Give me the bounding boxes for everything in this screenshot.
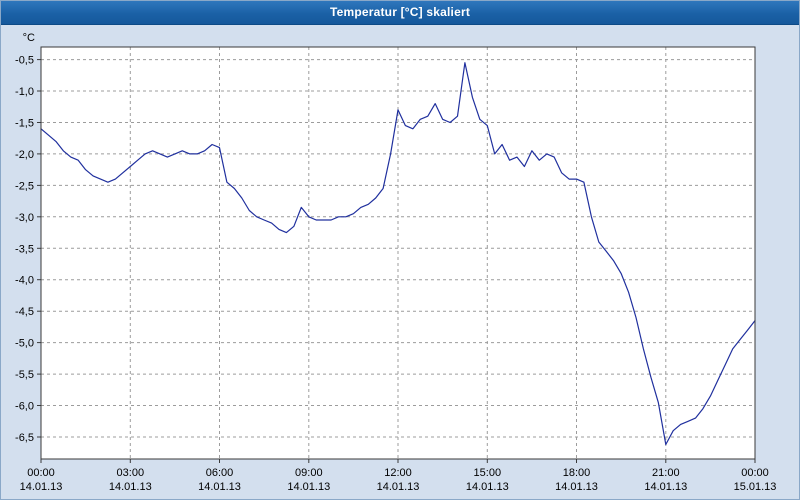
y-tick-label: -1,5 [15, 118, 34, 130]
x-tick-time-label: 06:00 [206, 467, 234, 479]
temperature-line [40, 62, 756, 446]
x-tick-time-label: 03:00 [117, 467, 145, 479]
x-tick-date-label: 14.01.13 [466, 481, 509, 493]
y-tick-label: -4,0 [15, 275, 34, 287]
y-tick-label: -3,5 [15, 243, 34, 255]
x-tick-date-label: 14.01.13 [109, 481, 152, 493]
x-tick-time-label: 18:00 [563, 467, 591, 479]
x-tick-time-label: 21:00 [652, 467, 680, 479]
x-tick-time-label: 09:00 [295, 467, 323, 479]
y-tick-label: -1,0 [15, 86, 34, 98]
y-tick-label: -2,0 [15, 149, 34, 161]
x-axis-labels: 00:00 14.01.13 03:00 14.01.13 06:00 14.01.13 0… [20, 467, 777, 493]
x-tick-date-label: 14.01.13 [20, 481, 63, 493]
y-axis-labels: °C -0,5 -1,0 -1,5 -2,0 -2,5 -3,0 -3,5 -4,0 -4,5 -5… [15, 32, 35, 444]
window-title: Temperatur [°C] skaliert [329, 5, 471, 19]
grid-lines [41, 47, 755, 459]
x-tick-date-label: 14.01.13 [555, 481, 598, 493]
x-tick-date-label: 14.01.13 [644, 481, 687, 493]
temperature-chart: °C -0,5 -1,0 -1,5 -2,0 -2,5 -3,0 -3,5 -4,0 -4,5 -5… [1, 25, 800, 500]
x-tick-date-label: 14.01.13 [198, 481, 241, 493]
x-tick-time-label: 00:00 [741, 467, 769, 479]
y-tick-label: -6,5 [15, 432, 34, 444]
x-tick-time-label: 00:00 [27, 467, 55, 479]
y-axis-unit-label: °C [23, 32, 35, 44]
y-tick-label: -5,0 [15, 338, 34, 350]
x-tick-date-label: 14.01.13 [377, 481, 420, 493]
x-tick-time-label: 12:00 [384, 467, 412, 479]
x-tick-date-label: 14.01.13 [287, 481, 330, 493]
x-tick-time-label: 15:00 [474, 467, 502, 479]
y-tick-label: -4,5 [15, 306, 34, 318]
y-tick-label: -2,5 [15, 180, 34, 192]
y-tick-label: -6,0 [15, 401, 34, 413]
window-title-bar: Temperatur [°C] skaliert [1, 1, 799, 25]
axis-ticks [37, 59, 756, 463]
y-tick-label: -5,5 [15, 369, 34, 381]
y-tick-label: -3,0 [15, 212, 34, 224]
x-tick-date-label: 15.01.13 [734, 481, 777, 493]
y-tick-label: -0,5 [15, 55, 34, 67]
chart-canvas: °C -0,5 -1,0 -1,5 -2,0 -2,5 -3,0 -3,5 -4,0 -4,5 -5… [15, 32, 777, 493]
